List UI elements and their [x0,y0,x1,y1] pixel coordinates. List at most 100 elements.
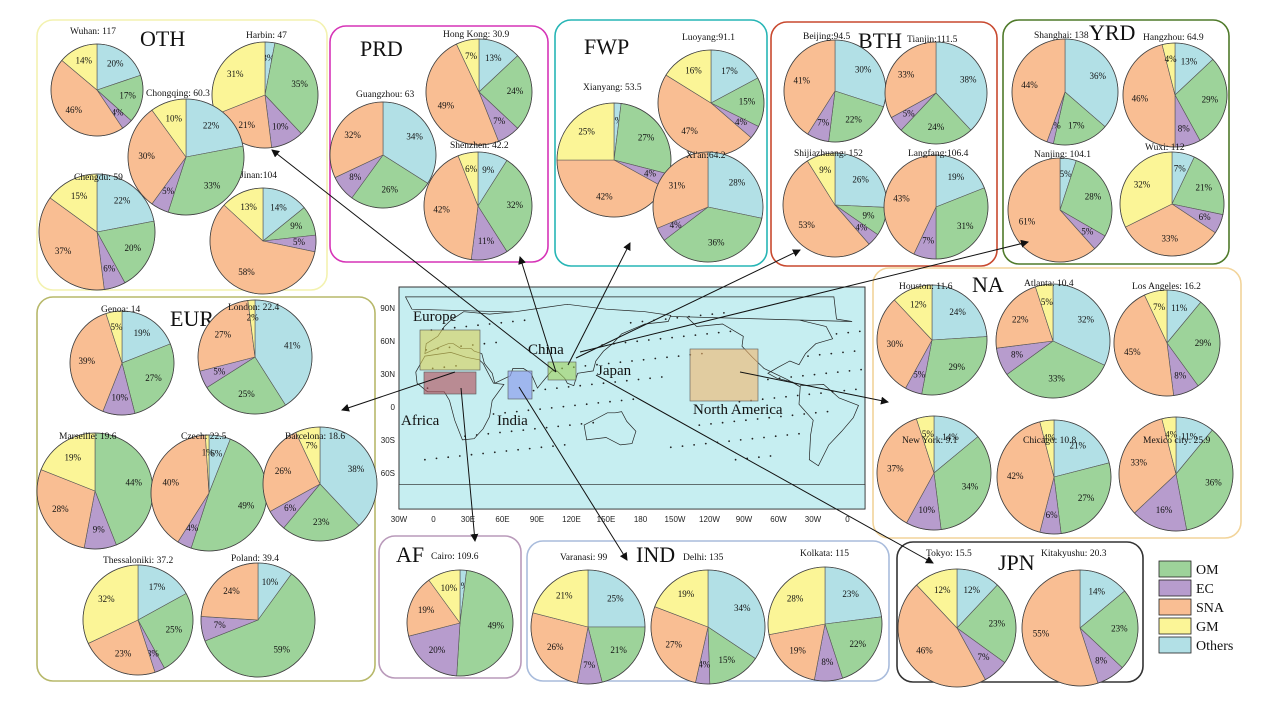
legend: OM EC SNA GM Others [1158,560,1233,654]
slice-label-gm: 14% [76,56,93,66]
region-title-prd: PRD [360,36,403,61]
map-label-japan: Japan [597,363,632,379]
station-dot [625,379,628,382]
slice-label-ec: 16% [1156,505,1173,515]
slice-label-gm: 1% [202,448,215,458]
connector-arrows [271,149,1029,564]
pie-outline [82,564,194,676]
pie-title: Barcelona: 18.6 [285,432,345,442]
slice-label-om: 26% [382,184,399,194]
station-dot [470,453,473,456]
slice-label-om: 49% [238,500,255,510]
slice-label-om: 27% [638,132,655,142]
pie-kitakyushu: 14% 23% 8% 55% Kitakyushu: 20.3 [1021,549,1139,687]
world-map: Europe China Japan Africa India North America… [380,286,866,524]
pie-outline [50,43,144,137]
pie-hangzhou: 13% 29% 8% 46% 4% Hangzhou: 64.9 [1122,33,1228,148]
slice-label-ec: 4% [644,168,657,178]
pie-chengdu: 22% 20% 6% 37% 15% Chengdu: 59 [38,173,156,291]
pie-title: Beijing:94.5 [803,32,850,42]
slice-label-om: 9% [863,210,876,220]
station-dot [796,394,799,397]
pie-title: Houston: 11.6 [899,282,953,292]
slice-label-ec: 5% [903,108,916,118]
station-dot [798,432,800,435]
station-dot [836,371,839,373]
slice-label-om: 36% [1205,478,1222,488]
pie-houston: 24% 29% 5% 30% 12% Houston: 11.6 [876,282,988,396]
station-dot [624,341,627,344]
slice-label-ec: 5% [1081,226,1094,236]
slice-label-om: 23% [313,517,330,527]
slice-label-ec: 4% [112,108,125,118]
slice-label-ec: 4% [735,117,748,127]
slice-label-sna: 46% [65,105,82,115]
lat-tick: 0 [391,403,396,412]
pie-outline [423,151,533,261]
station-dot [843,389,846,392]
pie-outline [995,283,1111,399]
slice-label-ec: 5% [293,237,306,247]
pie-title: Chengdu: 59 [74,173,123,183]
station-dot [791,414,794,417]
station-dot [569,424,571,426]
pie-title: Wuxi: 112 [1145,143,1185,153]
pie-title: Wuhan: 117 [70,27,116,37]
pie-title: Los Angeles: 16.2 [1132,282,1201,292]
station-dot [710,423,712,425]
slice-label-om: 23% [989,618,1006,628]
station-dot [483,342,486,345]
slice-label-om: 15% [719,655,736,665]
pie-title: Atlanta: 10.4 [1024,279,1074,289]
station-dot [435,457,438,460]
pie-jinan: 14%9% 5% 58% 13% Jinan:104 [209,171,317,295]
slice-label-om: 20% [124,243,141,253]
pie-outline [406,569,514,677]
slice-label-sna: 42% [433,205,450,215]
pie-delhi: 34% 15% 4% 27% 19% Delhi: 135 [650,553,766,685]
station-dot [642,358,645,361]
pie-charts: 20% 17% 4% 46% 14% Wuhan: 117 3% 35% 10% 21% 31% Ha… [36,27,1234,688]
station-dot [596,363,598,366]
pie-outline [69,310,175,416]
station-dot [499,431,501,434]
pie-chicago: 21% 27% 6% 42% 4%Chicago: 10.8 [996,419,1112,535]
station-dot [512,320,514,323]
region-box-prd [329,25,549,263]
station-dot [528,447,531,450]
pie-title: Guangzhou: 63 [356,90,415,100]
legend-label-sna: SNA [1196,601,1225,616]
pie-title: Thessaloniki: 37.2 [103,556,173,566]
slice-label-om: 49% [488,620,505,630]
pie-title: Hong Kong: 30.9 [443,30,509,40]
map-label-china: China [528,342,564,358]
slice-label-gm: 5% [922,429,935,439]
pie-atlanta: 32% 33% 8% 22% 5% Atlanta: 10.4 [995,279,1111,399]
station-dot [649,377,651,380]
region-box-fwp [554,19,768,267]
station-dot [534,427,536,430]
station-dot [842,351,844,354]
slice-label-others: 14% [270,203,287,213]
legend-label-om: OM [1196,563,1219,578]
station-dot [790,376,793,378]
station-dot [682,335,685,338]
station-dot [557,425,560,428]
station-dot [515,410,518,413]
slice-label-gm: 32% [98,594,115,604]
lon-tick: 120W [699,515,720,524]
station-dot [825,372,828,375]
slice-label-gm: 6% [465,164,478,174]
legend-label-ec: EC [1196,582,1214,597]
station-dot [768,416,771,419]
pie-poland: 10% 59% 7% 24% Poland: 39.4 [200,554,316,678]
pie-langfang: 19% 31% 7% 43% Langfang:106.4 [883,148,989,260]
slice-label-others: 11% [1181,432,1198,442]
slice-label-ec: 8% [1178,123,1191,133]
slice-label-om: 17% [1068,120,1085,130]
station-dot [495,341,497,344]
connector-arrow [575,249,801,359]
pie-outline [996,419,1112,535]
lat-tick: 30N [380,370,395,379]
legend-swatch-om [1158,560,1192,578]
